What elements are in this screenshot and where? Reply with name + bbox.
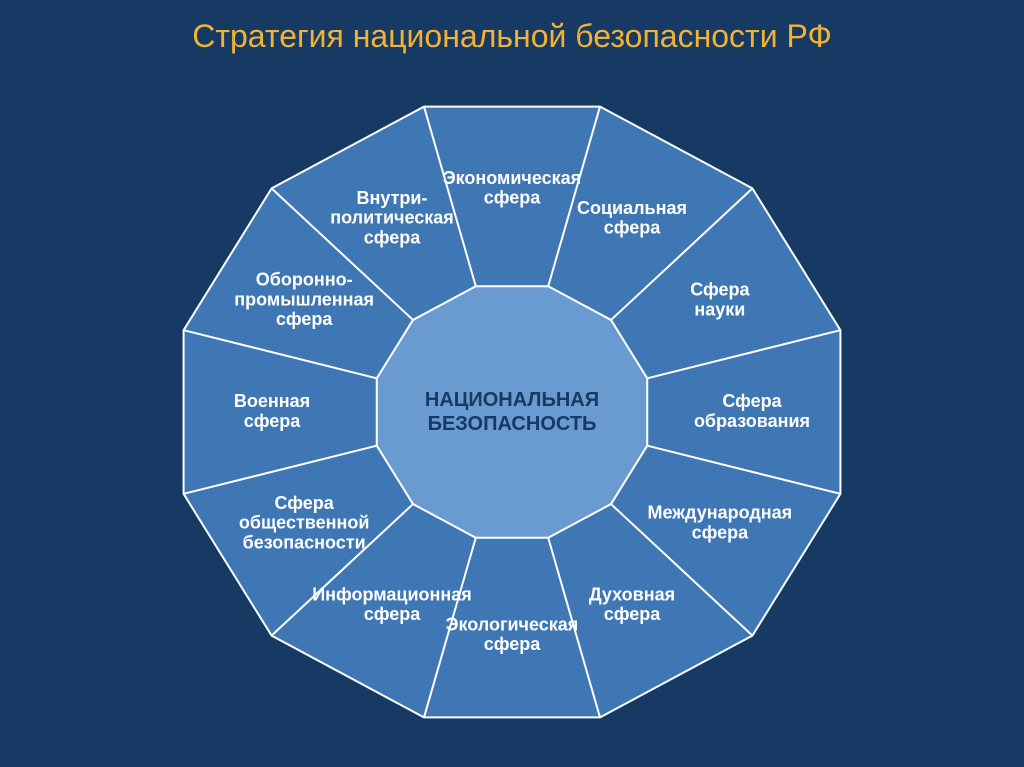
segment-label: Сферанауки <box>690 279 750 319</box>
segment-label: Военнаясфера <box>234 391 310 431</box>
inner-polygon <box>377 286 647 538</box>
page-title: Стратегия национальной безопасности РФ <box>0 18 1024 55</box>
radial-diagram: ЭкономическаясфераСоциальнаясфераСферана… <box>62 70 962 755</box>
slide: Стратегия национальной безопасности РФ Э… <box>0 0 1024 767</box>
